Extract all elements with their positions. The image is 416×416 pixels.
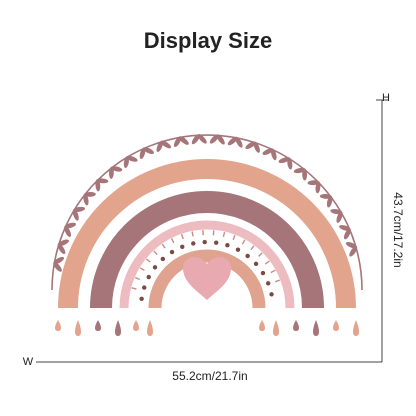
mauve-band bbox=[90, 191, 324, 309]
dot bbox=[269, 292, 274, 297]
ray bbox=[222, 231, 226, 238]
ray bbox=[180, 234, 184, 240]
drop bbox=[353, 320, 359, 336]
width-label: 55.2cm/21.7in bbox=[172, 369, 247, 383]
dimension-lines bbox=[36, 99, 388, 363]
ray bbox=[139, 267, 145, 272]
dot bbox=[245, 253, 250, 259]
leaf bbox=[235, 136, 243, 148]
ray bbox=[250, 245, 255, 251]
dot bbox=[265, 281, 271, 286]
dot bbox=[202, 239, 207, 245]
inner-band bbox=[148, 249, 266, 309]
leaf bbox=[126, 155, 138, 162]
leaf bbox=[73, 206, 86, 212]
leaf bbox=[83, 191, 96, 197]
drop bbox=[115, 320, 121, 336]
drop bbox=[293, 320, 299, 331]
ray bbox=[274, 279, 281, 283]
height-letter: H bbox=[382, 92, 390, 104]
leaf bbox=[53, 256, 65, 265]
leaf bbox=[287, 157, 293, 170]
dot bbox=[160, 256, 166, 262]
ray bbox=[241, 239, 246, 245]
dot bbox=[169, 249, 175, 255]
dot bbox=[213, 240, 219, 245]
leaf bbox=[271, 148, 277, 161]
leaf bbox=[336, 211, 343, 223]
rainbow bbox=[51, 134, 363, 336]
ray bbox=[258, 252, 263, 257]
leaf bbox=[315, 181, 321, 194]
dot bbox=[180, 244, 185, 250]
leaf bbox=[262, 148, 274, 155]
leaf bbox=[156, 140, 163, 152]
drop bbox=[75, 320, 81, 336]
drop bbox=[133, 320, 139, 331]
leaf bbox=[64, 225, 71, 237]
leaf bbox=[179, 136, 189, 145]
ray bbox=[270, 269, 276, 274]
dot bbox=[139, 296, 144, 302]
leaf bbox=[326, 195, 333, 208]
leaf bbox=[349, 246, 358, 257]
leaf bbox=[173, 136, 182, 148]
ray bbox=[161, 243, 166, 249]
heart bbox=[183, 257, 231, 300]
ray bbox=[191, 231, 194, 237]
pink-band bbox=[119, 220, 295, 309]
ray bbox=[145, 258, 151, 263]
leaf bbox=[343, 228, 351, 240]
leaf bbox=[253, 141, 260, 153]
dot bbox=[191, 241, 196, 246]
dot bbox=[146, 274, 151, 280]
leaf bbox=[191, 134, 200, 145]
outer-band bbox=[58, 159, 356, 309]
leaf bbox=[57, 239, 69, 246]
dot bbox=[142, 285, 147, 290]
leaf bbox=[57, 243, 66, 255]
drop bbox=[333, 320, 339, 331]
leaf-stem bbox=[51, 134, 363, 291]
drop bbox=[259, 320, 265, 331]
drop bbox=[273, 320, 279, 336]
dot bbox=[225, 243, 230, 248]
leaf bbox=[245, 141, 256, 150]
ray bbox=[264, 260, 270, 265]
leaf bbox=[209, 134, 219, 144]
dot bbox=[152, 265, 158, 270]
leaf bbox=[96, 178, 109, 184]
leaf bbox=[142, 147, 154, 154]
dot bbox=[260, 270, 266, 276]
ray bbox=[134, 276, 141, 281]
dot bbox=[235, 247, 241, 252]
dot bbox=[253, 261, 259, 267]
leaf bbox=[227, 136, 238, 146]
leaf bbox=[110, 166, 123, 172]
leaf bbox=[278, 157, 291, 164]
ray bbox=[232, 234, 236, 241]
drop bbox=[313, 320, 319, 336]
drop bbox=[147, 320, 153, 336]
drop bbox=[55, 320, 61, 331]
leaf bbox=[160, 140, 172, 149]
height-label: 43.7cm/17.2in bbox=[391, 192, 405, 267]
ray bbox=[153, 250, 158, 256]
leaf bbox=[72, 209, 79, 221]
leaf bbox=[302, 168, 308, 181]
leaf bbox=[53, 262, 62, 272]
ray bbox=[131, 287, 137, 290]
leaf bbox=[345, 241, 357, 249]
leaf bbox=[216, 134, 225, 145]
drop bbox=[95, 320, 101, 331]
leaf bbox=[64, 222, 77, 229]
title: Display Size bbox=[144, 28, 272, 53]
ray bbox=[170, 238, 175, 244]
leaf bbox=[197, 134, 207, 144]
width-letter: W bbox=[23, 356, 34, 368]
